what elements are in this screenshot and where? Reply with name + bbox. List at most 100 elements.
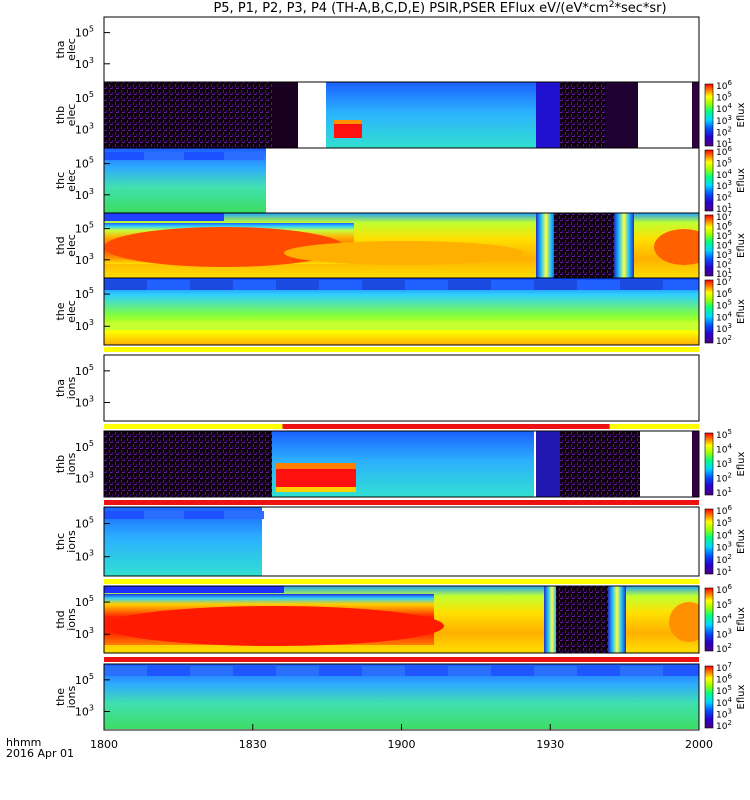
blue-column [536,431,564,497]
colorbar-label-the_elec: Eflux [736,299,747,324]
panel-frame-thb_ions [103,430,700,498]
ytick-label-thd_elec: 103 [75,252,94,267]
tile [491,280,534,290]
tile [104,511,144,519]
noise-region [104,431,272,497]
tile [190,666,233,676]
top-band [104,213,224,221]
colorbar-label-the_ions: Eflux [736,684,747,709]
tile [534,666,577,676]
tile [104,280,147,290]
xtick-label: 2000 [685,738,713,751]
ylabel-species-thb_ions: ions [65,452,78,475]
tile [190,280,233,290]
colorbar-tick-thd_ions: 102 [716,642,732,655]
colorbar-thb_ions [704,432,714,496]
colorbar-the_elec [704,279,714,344]
status-bar-red [104,657,699,662]
xtick-label: 1830 [239,738,267,751]
boundary-stripe [614,213,634,278]
ylabel-species-thd_elec: elec [65,234,78,257]
colorbar-label-thb_ions: Eflux [736,451,747,476]
tile [184,511,224,519]
status-bar-red [104,500,699,505]
ylabel-species-the_elec: elec [65,300,78,323]
ylabel-species-thc_elec: elec [65,169,78,192]
xtick-label: 1900 [388,738,416,751]
tile [620,666,663,676]
xtick-label: 1800 [90,738,118,751]
footer-time-label: hhmm [6,736,41,749]
ylabel-sat-the_ions: the [54,688,67,706]
colorbar-tick-thb_ions: 103 [716,457,732,470]
colorbar-tick-thc_ions: 102 [716,553,732,566]
tile [620,280,663,290]
tile [491,666,534,676]
ylabel-sat-tha_elec: tha [54,40,67,58]
colorbar-thc_elec [704,149,714,212]
tile [144,152,184,160]
blue-column [536,82,562,148]
warm-band [284,241,524,265]
status-bar-yellow [609,424,699,429]
tile [224,511,264,519]
tile [663,280,699,290]
colorbar-label-thc_elec: Eflux [736,168,747,193]
dark-column [272,82,298,148]
colorbar-tick-thd_ions: 104 [716,613,732,626]
hot-cell [276,469,356,491]
tile [104,666,147,676]
noise-region [556,586,610,653]
tile [147,280,190,290]
tile [534,280,577,290]
ylabel-species-the_ions: ions [65,685,78,708]
ylabel-species-thd_ions: ions [65,608,78,631]
tile [362,666,405,676]
colorbar-label-text: Eflux [736,529,747,554]
tile [448,280,491,290]
ytick-label-the_ions: 103 [75,704,94,719]
ytick-label-thb_elec: 105 [75,90,94,105]
colorbar-thb_elec [704,83,714,147]
ytick-label-thd_elec: 105 [75,221,94,236]
ytick-label-thd_ions: 103 [75,626,94,641]
colorbar-label-text: Eflux [736,299,747,324]
tile [405,280,448,290]
ytick-label-tha_ions: 105 [75,363,94,378]
colorbar-tick-thb_ions: 105 [716,428,732,441]
noise-region [560,431,640,497]
dark-column [692,82,699,148]
colorbar-label-thd_elec: Eflux [736,233,747,258]
tile [319,280,362,290]
top-band [104,586,284,593]
colorbar-label-thb_elec: Eflux [736,102,747,127]
ylabel-sat-thc_ions: thc [54,533,67,550]
colorbar-label-text: Eflux [736,102,747,127]
ytick-label-tha_elec: 103 [75,56,94,71]
tile [319,666,362,676]
tile [448,666,491,676]
panel-frame-tha_ions [103,354,700,422]
panel-frame-thd_ions [103,585,700,654]
noise-region [554,213,616,278]
ytick-label-thc_elec: 105 [75,156,94,171]
hot-edge [276,487,356,492]
ytick-label-the_ions: 105 [75,672,94,687]
colorbar-label-text: Eflux [736,684,747,709]
tile [577,666,620,676]
dark-column [606,82,638,148]
hot-core [104,606,444,646]
ytick-label-thc_ions: 103 [75,549,94,564]
ytick-label-thc_ions: 105 [75,516,94,531]
colorbar-tick-thd_ions: 103 [716,627,732,640]
ylabel-sat-the_elec: the [54,302,67,320]
noise-region [104,82,294,148]
ylabel-species-tha_ions: ions [65,376,78,399]
colorbar-label-text: Eflux [736,233,747,258]
hot-edge [334,120,362,124]
